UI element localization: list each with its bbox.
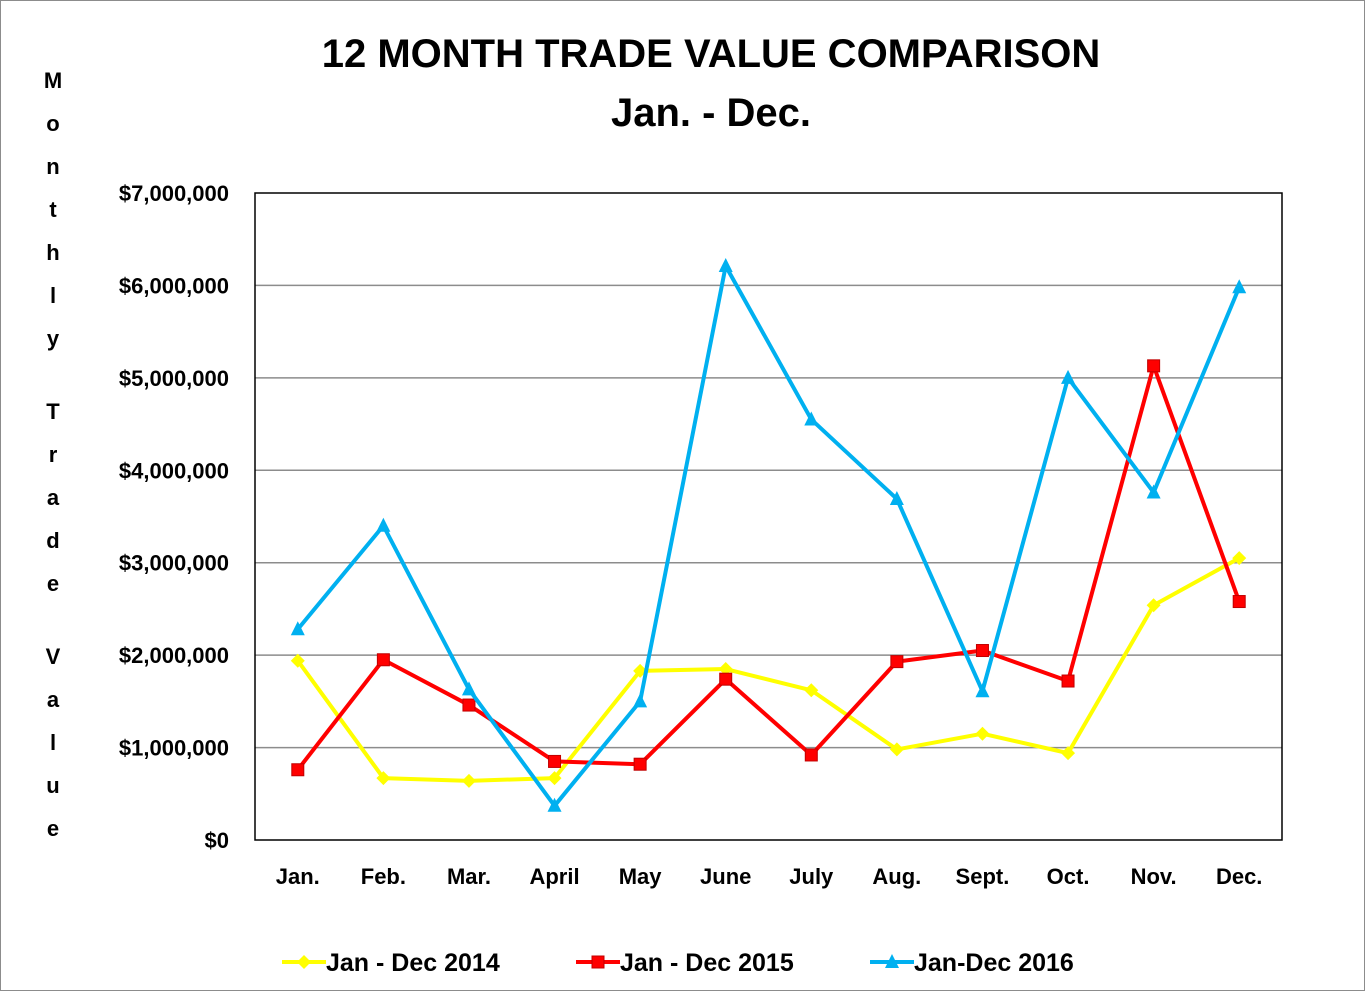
series-line [296,363,1242,771]
y-axis-label-letter: h [46,240,59,265]
y-axis-label-letter: d [46,528,59,553]
legend-label: Jan - Dec 2014 [326,949,500,977]
series-group [290,258,1247,812]
y-axis-label-letter: n [46,154,59,179]
data-point [1232,279,1247,294]
y-axis-label-letter: V [46,644,61,669]
y-axis-label-letter: a [47,687,60,712]
plot-area [254,192,1283,841]
x-tick-label: Feb. [361,864,406,889]
data-point [1061,746,1076,761]
data-point [889,742,904,757]
y-tick-label: $4,000,000 [119,458,229,483]
x-tick-label: Mar. [447,864,491,889]
series-3 [290,258,1247,812]
data-point [804,411,819,426]
data-point [376,771,391,786]
y-axis-label-letter: y [47,326,60,351]
x-tick-label: Sept. [956,864,1010,889]
legend-item: Jan - Dec 2015 [576,949,794,977]
data-point [1061,674,1075,688]
y-tick-label: $5,000,000 [119,366,229,391]
data-point [547,797,562,812]
y-axis-label-letter: e [47,571,59,596]
data-point [804,748,818,762]
data-point [547,771,562,786]
series-2 [291,359,1246,777]
data-point [1147,359,1161,373]
data-point [633,693,648,708]
y-axis-label-letter: M [44,68,62,93]
y-axis-label-letter: o [46,111,59,136]
gridlines [255,284,1282,749]
x-tick-label: May [619,864,663,889]
x-tick-label: Oct. [1047,864,1090,889]
legend-label: Jan-Dec 2016 [914,949,1074,977]
data-point [290,621,305,636]
data-point [1232,551,1247,566]
data-point [1146,484,1161,499]
x-tick-labels: Jan. Feb. Mar. April May June July Aug. Sept. Oct… [276,864,1263,889]
legend-item: Jan-Dec 2016 [870,949,1074,977]
series-line [296,264,1242,808]
data-point [718,662,733,677]
data-point [890,655,904,669]
x-tick-label: June [700,864,751,889]
legend-marker [885,954,899,968]
data-point [1146,598,1161,613]
y-axis-label-letter: l [50,283,56,308]
data-point [462,698,476,712]
x-tick-label: Dec. [1216,864,1262,889]
legend-marker [591,955,605,969]
chart-title: 12 MONTH TRADE VALUE COMPARISON [322,32,1101,76]
x-tick-label: Jan. [276,864,320,889]
x-tick-label: Aug. [872,864,921,889]
x-tick-label: April [529,864,579,889]
legend-marker [297,955,311,969]
legend-item: Jan - Dec 2014 [282,949,500,977]
legend: Jan - Dec 2014 Jan - Dec 2015 Jan-Dec 2016 [282,949,1074,977]
y-axis-label-letter: T [46,399,60,424]
y-tick-label: $6,000,000 [119,273,229,298]
x-tick-label: Nov. [1131,864,1177,889]
y-axis-label-letter: l [50,730,56,755]
data-point [290,653,305,668]
data-point [975,644,989,658]
x-tick-label: July [789,864,834,889]
chart-subtitle: Jan. - Dec. [611,91,811,135]
y-axis-label-letter: e [47,816,59,841]
data-point [718,258,733,273]
y-tick-label: $2,000,000 [119,643,229,668]
y-axis-label-letter: u [46,773,59,798]
data-point [1061,369,1076,384]
data-point [975,726,990,741]
y-tick-label: $0 [205,828,229,853]
y-tick-label: $7,000,000 [119,181,229,206]
data-point [1232,595,1246,609]
y-axis-label-letter: a [47,485,60,510]
data-point [633,757,647,771]
y-axis-label-letter: r [49,442,58,467]
data-point [548,754,562,768]
y-tick-label: $3,000,000 [119,551,229,576]
data-point [889,490,904,505]
data-point [975,683,990,698]
series-1 [290,551,1247,788]
data-point [804,683,819,698]
data-point [719,672,733,686]
data-point [376,653,390,667]
series-line [296,556,1241,783]
data-point [376,517,391,532]
data-point [461,773,476,788]
data-point [291,763,305,777]
legend-label: Jan - Dec 2015 [620,949,794,977]
y-tick-labels: $0 $1,000,000 $2,000,000 $3,000,000 $4,000,0… [119,181,229,853]
y-tick-label: $1,000,000 [119,736,229,761]
y-axis-label-letter: t [49,197,57,222]
data-point [461,681,476,696]
